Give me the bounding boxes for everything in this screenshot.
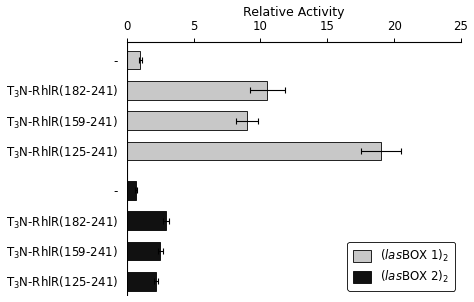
Bar [127, 50, 140, 69]
Bar [127, 142, 381, 160]
Bar [127, 111, 247, 130]
Bar [127, 242, 160, 260]
Bar [127, 272, 156, 291]
Bar [127, 81, 267, 100]
X-axis label: Relative Activity: Relative Activity [243, 5, 345, 18]
Legend: ($\it{las}$BOX 1)$_2$, ($\it{las}$BOX 2)$_2$: ($\it{las}$BOX 1)$_2$, ($\it{las}$BOX 2)… [347, 242, 455, 291]
Bar [127, 211, 165, 230]
Bar [127, 181, 136, 200]
